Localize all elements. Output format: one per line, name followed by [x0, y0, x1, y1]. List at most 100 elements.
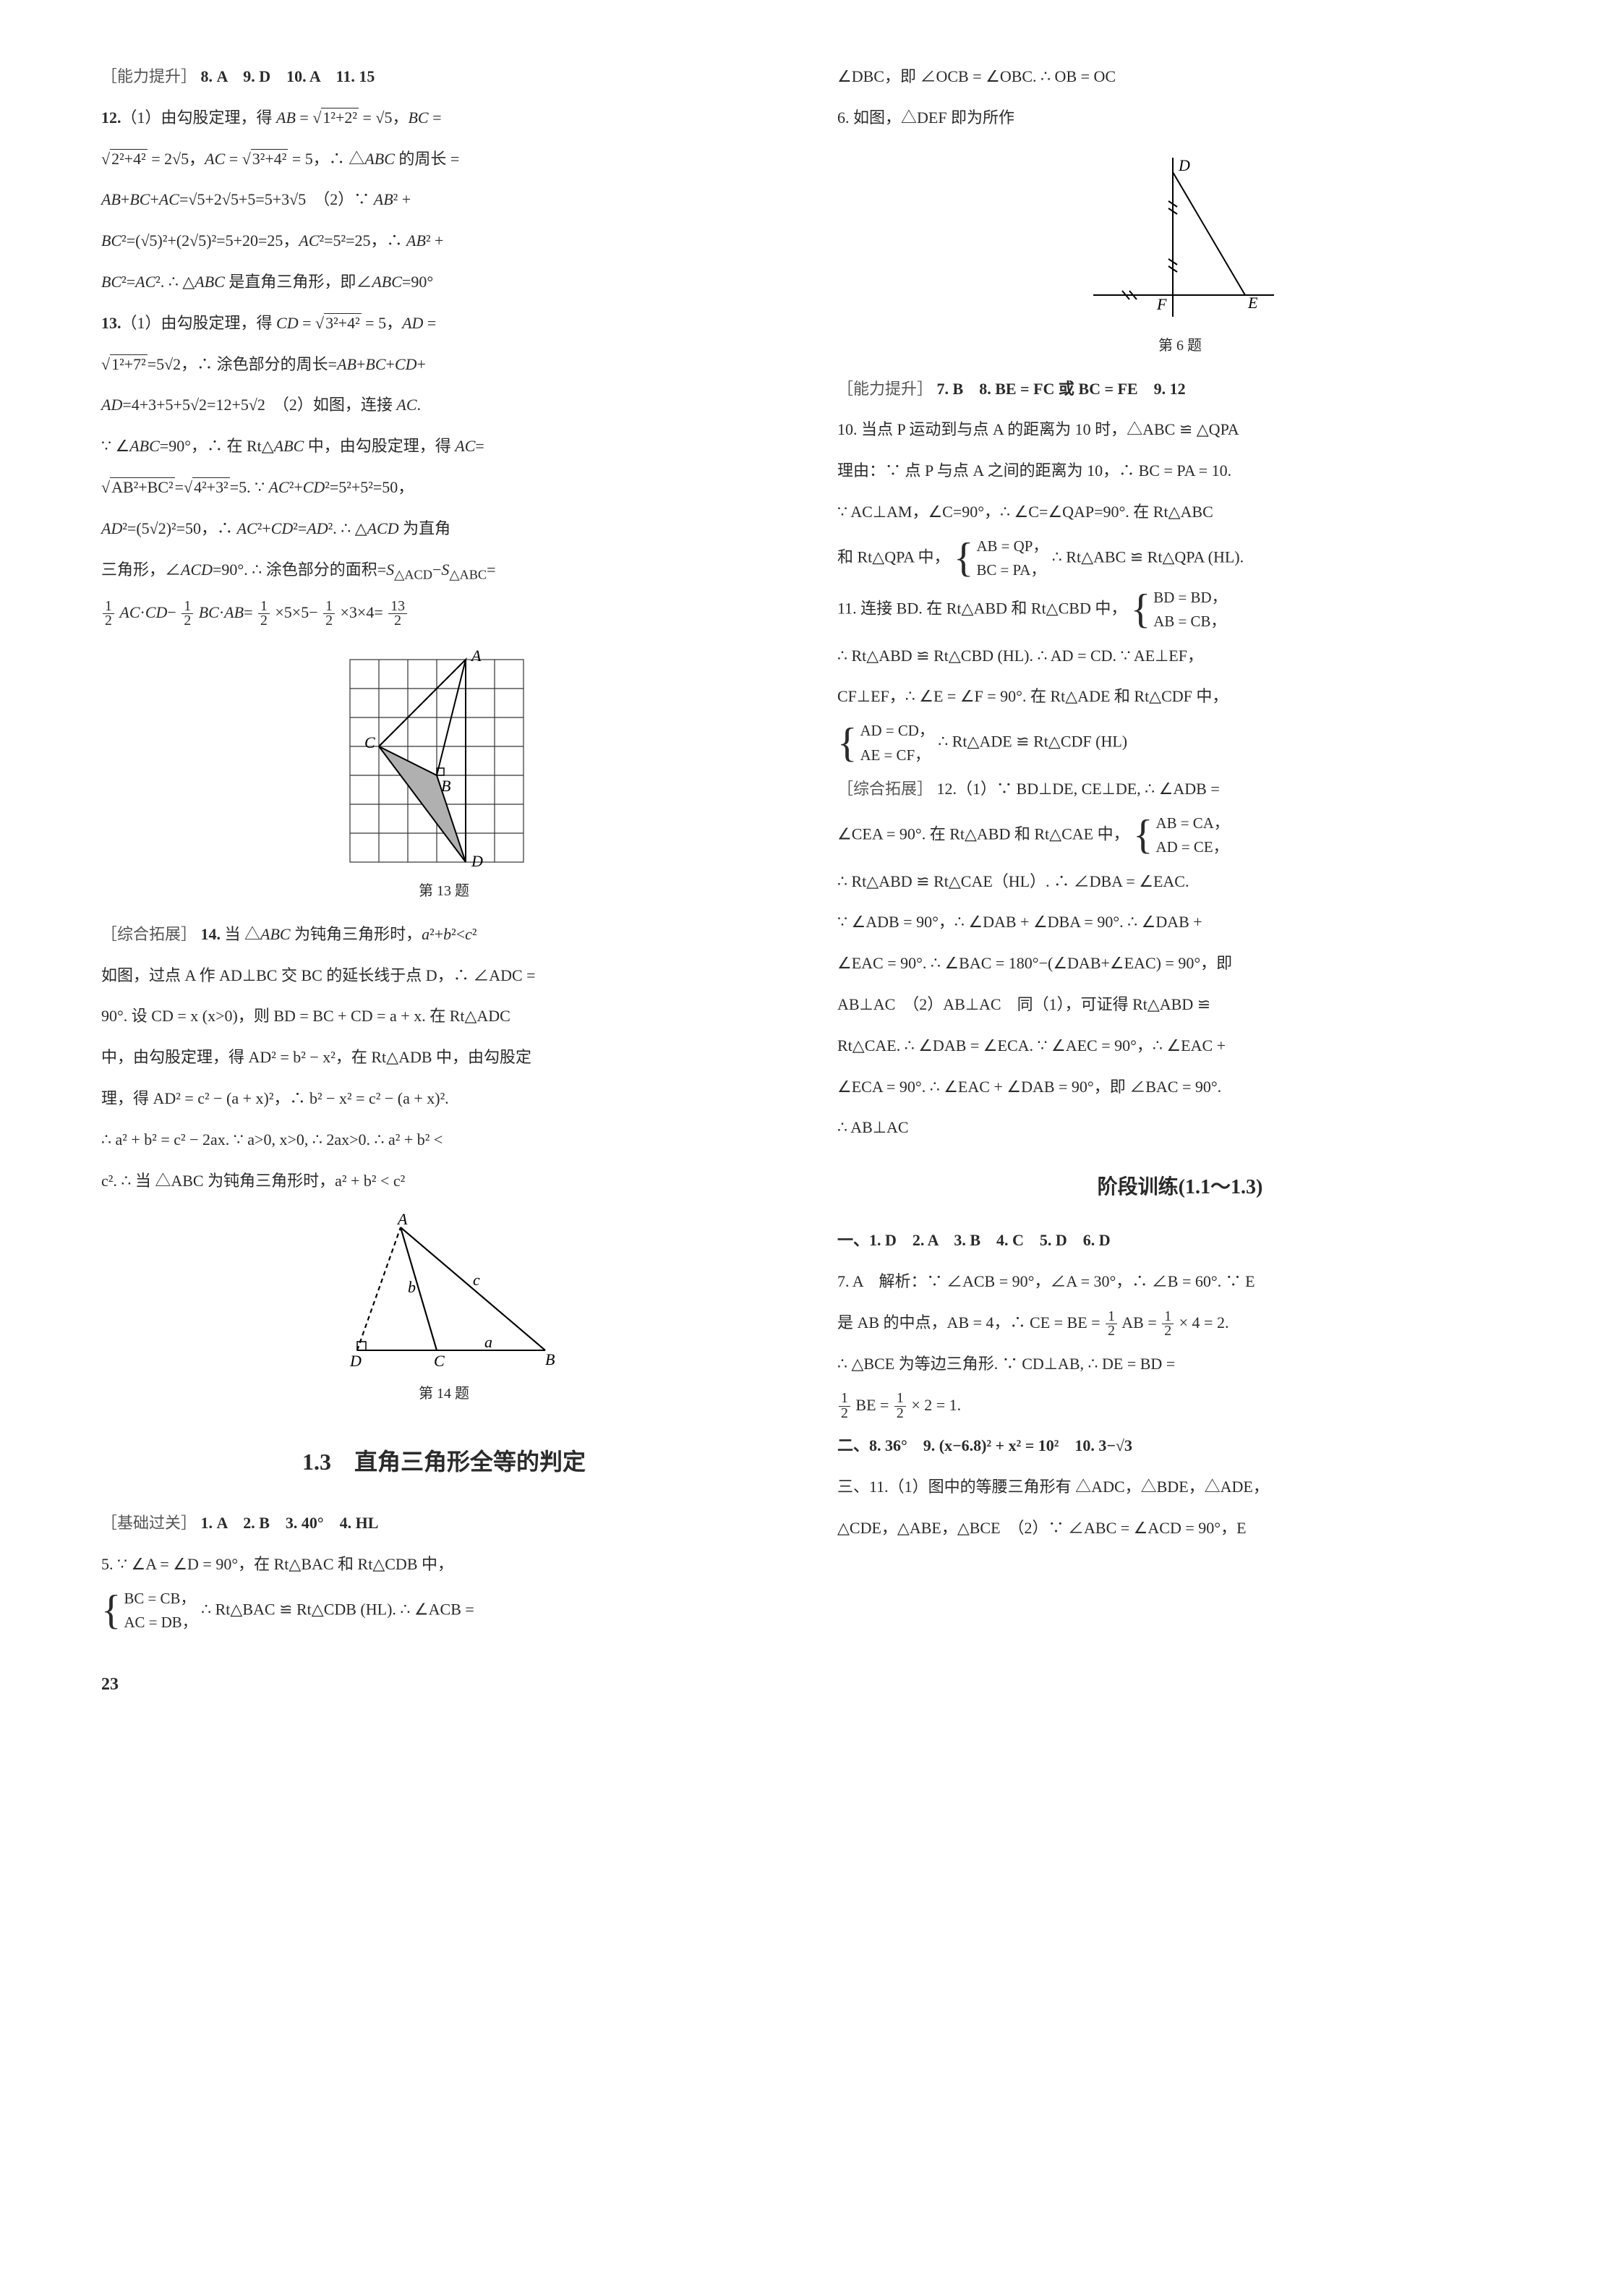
svg-text:b: b — [408, 1278, 416, 1296]
brace-item: AB = QP， — [976, 534, 1048, 558]
q7-l2: 是 AB 的中点，AB = 4，∴ CE = BE = 12 AB = 12 ×… — [837, 1304, 1523, 1342]
svg-text:C: C — [364, 733, 375, 751]
expand-label-r: ［综合拓展］ — [837, 780, 933, 798]
q12-l4: BC²=(√5)²+(2√5)²=5+20=25，AC²=5²=25，∴ AB²… — [101, 222, 787, 260]
q13-l1: 13.（1）由勾股定理，得 CD = √3²+4² = 5，AD = — [101, 304, 787, 343]
q10-pre: 和 Rt△QPA 中， — [837, 547, 949, 566]
svg-text:E: E — [1247, 294, 1258, 312]
fig6-svg: D E F — [1079, 150, 1281, 324]
q12r-l4: ∵ ∠ADB = 90°，∴ ∠DAB + ∠DBA = 90°. ∴ ∠DAB… — [837, 903, 1523, 942]
brace-item: BD = BD， — [1153, 586, 1226, 610]
page-number: 23 — [101, 1664, 787, 1706]
fig14-caption: 第 14 题 — [419, 1376, 469, 1411]
frac-num: 1 — [1162, 1310, 1174, 1325]
q11-l4: { AD = CD， AE = CF， ∴ Rt△ADE ≌ Rt△CDF (H… — [837, 719, 1523, 767]
svg-text:B: B — [441, 777, 450, 795]
q11-l1: 11. 连接 BD. 在 Rt△ABD 和 Rt△CBD 中， { BD = B… — [837, 586, 1523, 634]
q7-l4-post: × 2 = 1. — [911, 1396, 961, 1414]
figure-13: A C B D 第 13 题 — [101, 645, 787, 908]
q7-l2-post: × 4 = 2. — [1179, 1313, 1229, 1332]
brace-q5: { BC = CB， AC = DB， — [101, 1587, 197, 1635]
brace-item: AE = CF， — [860, 743, 933, 767]
svg-text:D: D — [349, 1352, 362, 1370]
q14-l6: ∴ a² + b² = c² − 2ax. ∵ a>0, x>0, ∴ 2ax>… — [101, 1121, 787, 1159]
q10-l4: 和 Rt△QPA 中， { AB = QP， BC = PA， ∴ Rt△ABC… — [837, 534, 1523, 583]
svg-text:A: A — [396, 1213, 408, 1228]
q12r-l2: ∠CEA = 90°. 在 Rt△ABD 和 Rt△CAE 中， { AB = … — [837, 811, 1523, 860]
svg-text:a: a — [484, 1333, 492, 1351]
q11-l2: ∴ Rt△ABD ≌ Rt△CBD (HL). ∴ AD = CD. ∵ AE⊥… — [837, 637, 1523, 676]
frac-den: 2 — [839, 1407, 850, 1421]
fig14-svg: A B C D b c a — [328, 1213, 560, 1372]
r-ability: ［能力提升］ 7. B 8. BE = FC 或 BC = FE 9. 12 — [837, 370, 1523, 409]
frac-den: 2 — [258, 614, 270, 629]
expand-label: ［综合拓展］ — [101, 925, 197, 943]
q10-l3: ∵ AC⊥AM，∠C=90°，∴ ∠C=∠QAP=90°. 在 Rt△ABC — [837, 493, 1523, 532]
ability-line: ［能力提升］ 8. A 9. D 10. A 11. 15 — [101, 58, 787, 96]
q10-post: ∴ Rt△ABC ≌ Rt△QPA (HL). — [1052, 547, 1244, 566]
q13-l5: √AB²+BC²=√4²+3²=5. ∵ AC²+CD²=5²+5²=50， — [101, 469, 787, 507]
brace-item: AD = CD， — [860, 719, 933, 743]
svg-text:A: A — [470, 647, 482, 665]
q12r-l7: Rt△CAE. ∴ ∠DAB = ∠ECA. ∵ ∠AEC = 90°，∴ ∠E… — [837, 1027, 1523, 1065]
brace-item: AB = CB， — [1153, 610, 1226, 634]
q12-l2: √2²+4² = 2√5，AC = √3²+4² = 5，∴ △ABC 的周长 … — [101, 140, 787, 179]
svg-text:c: c — [473, 1271, 480, 1289]
frac-num: 1 — [839, 1392, 850, 1407]
q7-l4: 12 BE = 12 × 2 = 1. — [837, 1386, 1523, 1425]
q12r-pre: ∠CEA = 90°. 在 Rt△ABD 和 Rt△CAE 中， — [837, 825, 1129, 843]
frac-num: 1 — [894, 1392, 906, 1407]
brace-item: AB = CA， — [1156, 811, 1229, 835]
partA: 一、1. D 2. A 3. B 4. C 5. D 6. D — [837, 1222, 1523, 1260]
r-ability-label: ［能力提升］ — [837, 380, 933, 398]
q5-after: ∴ Rt△BAC ≌ Rt△CDB (HL). ∴ ∠ACB = — [201, 1600, 474, 1618]
q11-l3: CF⊥EF，∴ ∠E = ∠F = 90°. 在 Rt△ADE 和 Rt△CDF… — [837, 678, 1523, 716]
q14-l0: ［综合拓展］ 14. 当 △ABC 为钝角三角形时，a²+b²<c² — [101, 916, 787, 954]
basic-label: ［基础过关］ — [101, 1514, 197, 1532]
q12-l5: BC²=AC². ∴ △ABC 是直角三角形，即∠ABC=90° — [101, 263, 787, 302]
q13-l4: ∵ ∠ABC=90°，∴ 在 Rt△ABC 中，由勾股定理，得 AC= — [101, 427, 787, 466]
frac-den: 2 — [1106, 1324, 1117, 1339]
q12-l3: AB+BC+AC=√5+2√5+5=5+3√5 （2）∵ AB² + — [101, 181, 787, 219]
r1: ∠DBC，即 ∠OCB = ∠OBC. ∴ OB = OC — [837, 58, 1523, 96]
q13-l2: √1²+7²=5√2，∴ 涂色部分的周长=AB+BC+CD+ — [101, 346, 787, 384]
q7-l2-mid: AB = — [1121, 1313, 1161, 1332]
q7-l1: 7. A 解析：∵ ∠ACB = 90°，∠A = 30°，∴ ∠B = 60°… — [837, 1263, 1523, 1301]
q14-l5: 理，得 AD² = c² − (a + x)²，∴ b² − x² = c² −… — [101, 1080, 787, 1118]
svg-text:D: D — [471, 852, 483, 869]
brace-item: AD = CE， — [1156, 835, 1229, 859]
figure-6: D E F 第 6 题 — [837, 150, 1523, 363]
fig6-caption: 第 6 题 — [1158, 328, 1202, 363]
q12r-l5: ∠EAC = 90°. ∴ ∠BAC = 180°−(∠DAB+∠EAC) = … — [837, 945, 1523, 983]
basic-answers: 1. A 2. B 3. 40° 4. HL — [201, 1514, 379, 1532]
q13-l8: 12 AC·CD− 12 BC·AB= 12 ×5×5− 12 ×3×4= 13… — [101, 594, 787, 632]
brace-q10: { AB = QP， BC = PA， — [954, 534, 1048, 583]
svg-text:D: D — [1178, 156, 1190, 174]
partB: 二、8. 36° 9. (x−6.8)² + x² = 10² 10. 3−√3 — [837, 1427, 1523, 1465]
frac-den: 2 — [323, 614, 335, 629]
brace-item: AC = DB， — [124, 1611, 197, 1635]
figure-14: A B C D b c a 第 14 题 — [101, 1213, 787, 1411]
q12-l1: 12.12.（1）由勾股定理，得 AB = √(1²+2²) = √5，BC =… — [101, 99, 787, 137]
basic-line: ［基础过关］ 1. A 2. B 3. 40° 4. HL — [101, 1504, 787, 1543]
q12r-l6: AB⊥AC （2）AB⊥AC 同（1），可证得 Rt△ABD ≌ — [837, 986, 1523, 1024]
q14-l7: c². ∴ 当 △ABC 为钝角三角形时，a² + b² < c² — [101, 1162, 787, 1201]
frac-den: 2 — [103, 614, 114, 629]
q10-l1: 10. 当点 P 运动到与点 A 的距离为 10 时，△ABC ≌ △QPA — [837, 411, 1523, 449]
frac-num: 1 — [1106, 1310, 1117, 1325]
q7-l4-mid: BE = — [855, 1396, 893, 1414]
fig13-caption: 第 13 题 — [419, 874, 469, 908]
brace-item: BC = CB， — [124, 1587, 197, 1611]
q12r-l0: ［综合拓展］ 12.（1）∵ BD⊥DE, CE⊥DE, ∴ ∠ADB = — [837, 770, 1523, 809]
frac-den: 2 — [392, 614, 403, 629]
q7-l3: ∴ △BCE 为等边三角形. ∵ CD⊥AB, ∴ DE = BD = — [837, 1345, 1523, 1384]
svg-text:B: B — [545, 1350, 555, 1368]
fig13-svg: A C B D — [336, 645, 552, 869]
frac-num: 1 — [323, 600, 335, 615]
frac-den: 2 — [1162, 1324, 1174, 1339]
brace-q11b: { AD = CD， AE = CF， — [837, 719, 934, 767]
q13-l7: 三角形，∠ACD=90°. ∴ 涂色部分的面积=S△ACD−S△ABC= — [101, 551, 787, 591]
q12r-l1: 12.（1）∵ BD⊥DE, CE⊥DE, ∴ ∠ADB = — [937, 780, 1220, 798]
q12r-l9: ∴ AB⊥AC — [837, 1109, 1523, 1147]
ability-answers: 8. A 9. D 10. A 11. 15 — [201, 67, 375, 85]
